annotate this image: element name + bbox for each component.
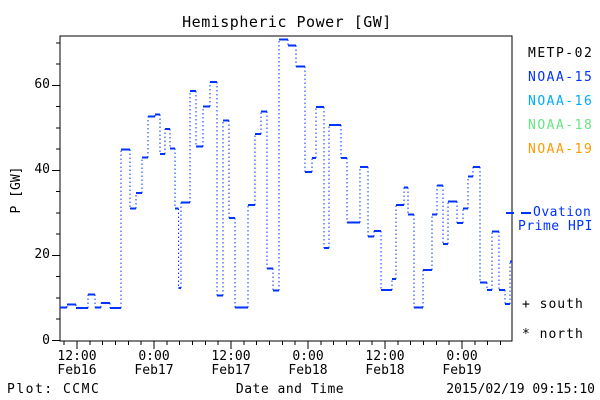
x-axis-title: Date and Time xyxy=(235,382,345,397)
y-tick-label: 60 xyxy=(34,77,50,93)
y-tick-label: 40 xyxy=(34,162,50,178)
legend-item-noaa-16: NOAA-16 xyxy=(528,94,594,109)
x-tick-time: 0:00 xyxy=(446,349,478,364)
legend-item-metp-02: METP-02 xyxy=(528,46,594,61)
x-tick-time: 12:00 xyxy=(211,349,251,364)
y-tick-label: 20 xyxy=(34,247,50,263)
chart-title: Hemispheric Power [GW] xyxy=(182,13,392,31)
x-tick-time: 0:00 xyxy=(292,349,324,364)
x-tick-label: 12:00 Feb16 xyxy=(37,350,117,377)
legend-ovation-line1: Ovation xyxy=(533,205,592,220)
legend-south-symbol: + south xyxy=(522,297,584,312)
footer-plot-source: Plot: CCMC xyxy=(7,382,101,397)
x-tick-label: 12:00 Feb18 xyxy=(345,350,425,377)
x-tick-date: Feb18 xyxy=(365,362,405,378)
y-tick-label: 0 xyxy=(42,332,50,348)
legend-item-noaa-15: NOAA-15 xyxy=(528,70,594,85)
footer-timestamp: 2015/02/19 09:15:10 xyxy=(446,382,595,397)
x-tick-label: 12:00 Feb17 xyxy=(191,350,271,377)
legend-item-noaa-18: NOAA-18 xyxy=(528,118,594,133)
x-tick-label: 0:00 Feb17 xyxy=(114,350,194,377)
x-tick-label: 0:00 Feb18 xyxy=(268,350,348,377)
x-tick-date: Feb18 xyxy=(288,362,328,378)
x-tick-date: Feb19 xyxy=(442,362,482,378)
legend-ovation-line2: Prime HPI xyxy=(518,219,593,234)
x-tick-time: 12:00 xyxy=(365,349,405,364)
x-tick-date: Feb17 xyxy=(134,362,174,378)
x-tick-time: 12:00 xyxy=(57,349,97,364)
legend-north-symbol: * north xyxy=(522,327,584,342)
x-tick-date: Feb17 xyxy=(211,362,251,378)
x-tick-date: Feb16 xyxy=(57,362,97,378)
x-tick-time: 0:00 xyxy=(138,349,170,364)
legend-item-noaa-19: NOAA-19 xyxy=(528,142,594,157)
x-tick-label: 0:00 Feb19 xyxy=(422,350,502,377)
plot-frame xyxy=(59,35,513,342)
